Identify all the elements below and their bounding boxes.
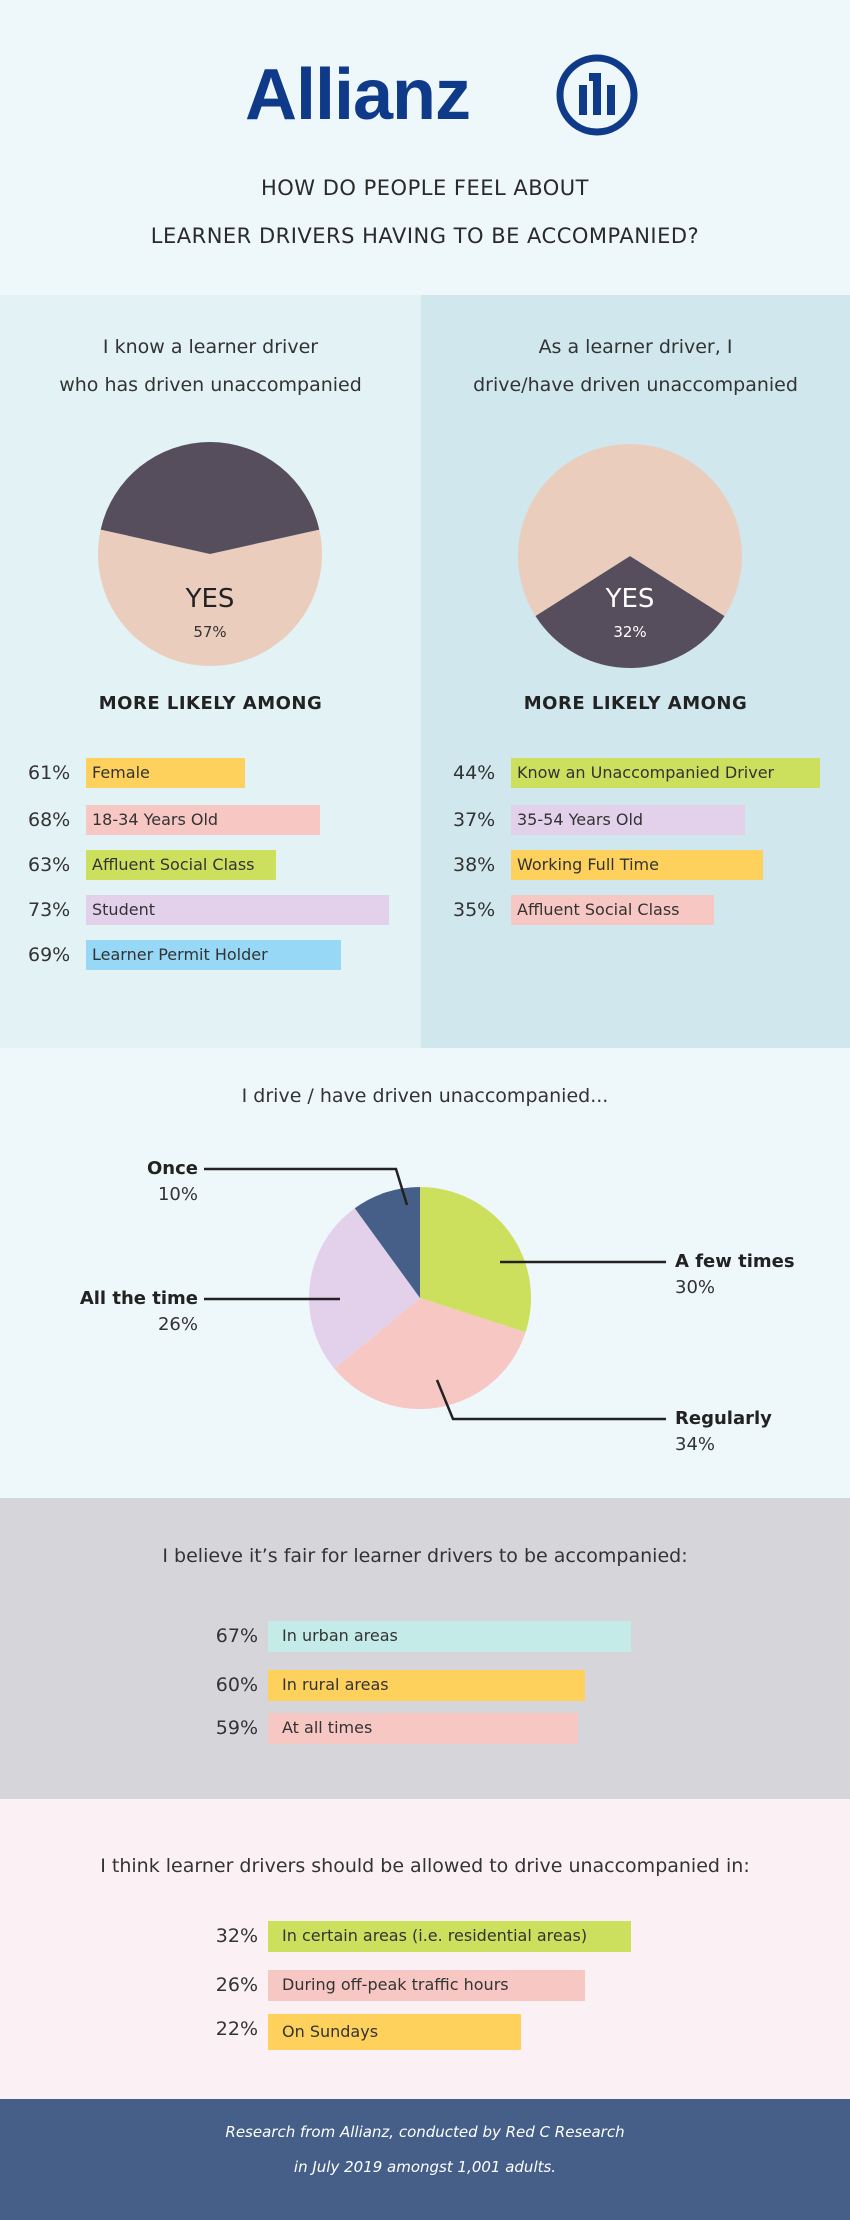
frequency-title: I drive / have driven unaccompanied... [241, 1085, 609, 1107]
pie-slice-regularly [334, 1298, 526, 1409]
row-pct: 60% [215, 1674, 258, 1696]
row-pct: 35% [453, 899, 496, 921]
pie-slice-all-the-time [309, 1208, 420, 1369]
label-all-the-time: All the time 26% [79, 1288, 198, 1335]
row-pct: 37% [453, 809, 496, 831]
row-pct: 69% [28, 944, 71, 966]
pie1-yes-value: 57% [193, 623, 226, 641]
row-pct: 68% [28, 809, 71, 831]
bar-certain-areas: In certain areas (i.e. residential areas… [268, 1921, 631, 1952]
row-pct: 59% [215, 1717, 258, 1739]
fair-section: I believe it’s fair for learner drivers … [0, 1498, 850, 1799]
bar-35-54: 35-54 Years Old [511, 805, 745, 835]
row-pct: 61% [28, 762, 71, 784]
pie-slice-yes [535, 556, 725, 668]
yes-pies: YES 57% YES 32% [98, 442, 742, 668]
bar-affluent: Affluent Social Class [86, 850, 276, 880]
row-pct: 22% [215, 2018, 258, 2040]
pie-slice-other [518, 443, 742, 617]
right-more-likely: MORE LIKELY AMONG [523, 693, 748, 714]
label-few-times: A few times 30% [675, 1251, 795, 1298]
bar-student: Student [86, 895, 389, 925]
footer-text: Research from Allianz, conducted by Red … [225, 2123, 625, 2176]
allowed-section: I think learner drivers should be allowe… [0, 1799, 850, 2099]
allowed-title: I think learner drivers should be allowe… [100, 1855, 750, 1877]
pie-slice-a-few-times [420, 1187, 531, 1333]
bar-female: Female [86, 758, 245, 788]
pie-learner-self [518, 443, 742, 668]
row-pct: 73% [28, 899, 71, 921]
leader-lines [204, 1167, 666, 1421]
bar-urban: In urban areas [268, 1621, 631, 1652]
fair-title: I believe it’s fair for learner drivers … [162, 1545, 688, 1567]
pie1-yes-label: YES [185, 584, 235, 614]
pie-slice-other [100, 442, 320, 554]
title-line-1: HOW DO PEOPLE FEEL ABOUT [260, 176, 590, 200]
bar-affluent: Affluent Social Class [511, 895, 714, 925]
pie-slice-once [354, 1187, 420, 1298]
bar-full-time: Working Full Time [511, 850, 763, 880]
row-pct: 26% [215, 1974, 258, 1996]
label-once: Once 10% [147, 1158, 198, 1205]
row-pct: 44% [453, 762, 496, 784]
bar-know-driver: Know an Unaccompanied Driver [511, 758, 820, 788]
comparison-section: I know a learner driver who has driven un… [0, 295, 850, 1048]
footer: Research from Allianz, conducted by Red … [0, 2099, 850, 2220]
bar-18-34: 18-34 Years Old [86, 805, 320, 835]
allianz-eagle-icon [556, 54, 638, 136]
frequency-section: I drive / have driven unaccompanied... O… [0, 1048, 850, 1498]
allianz-logo: Allianz [245, 54, 655, 136]
bar-rural: In rural areas [268, 1670, 585, 1701]
bar-permit: Learner Permit Holder [86, 940, 341, 970]
pie2-yes-label: YES [605, 584, 655, 614]
title-line-2: LEARNER DRIVERS HAVING TO BE ACCOMPANIED… [150, 224, 700, 248]
row-pct: 67% [215, 1625, 258, 1647]
bar-all-times: At all times [268, 1713, 578, 1744]
pie2-yes-value: 32% [613, 623, 646, 641]
row-pct: 32% [215, 1925, 258, 1947]
left-more-likely: MORE LIKELY AMONG [98, 693, 323, 714]
label-regularly: Regularly 34% [675, 1408, 772, 1455]
bar-off-peak: During off-peak traffic hours [268, 1970, 585, 2001]
row-pct: 38% [453, 854, 496, 876]
left-heading: I know a learner driver who has driven un… [59, 336, 362, 396]
header: Allianz HOW DO PEOPLE FEEL ABOUT LEARNER… [0, 0, 850, 295]
row-pct: 63% [28, 854, 71, 876]
frequency-pie [204, 1167, 666, 1421]
pie-know-learner [98, 442, 322, 666]
pie-slice-yes [98, 529, 322, 666]
bar-sundays: On Sundays [268, 2014, 521, 2050]
